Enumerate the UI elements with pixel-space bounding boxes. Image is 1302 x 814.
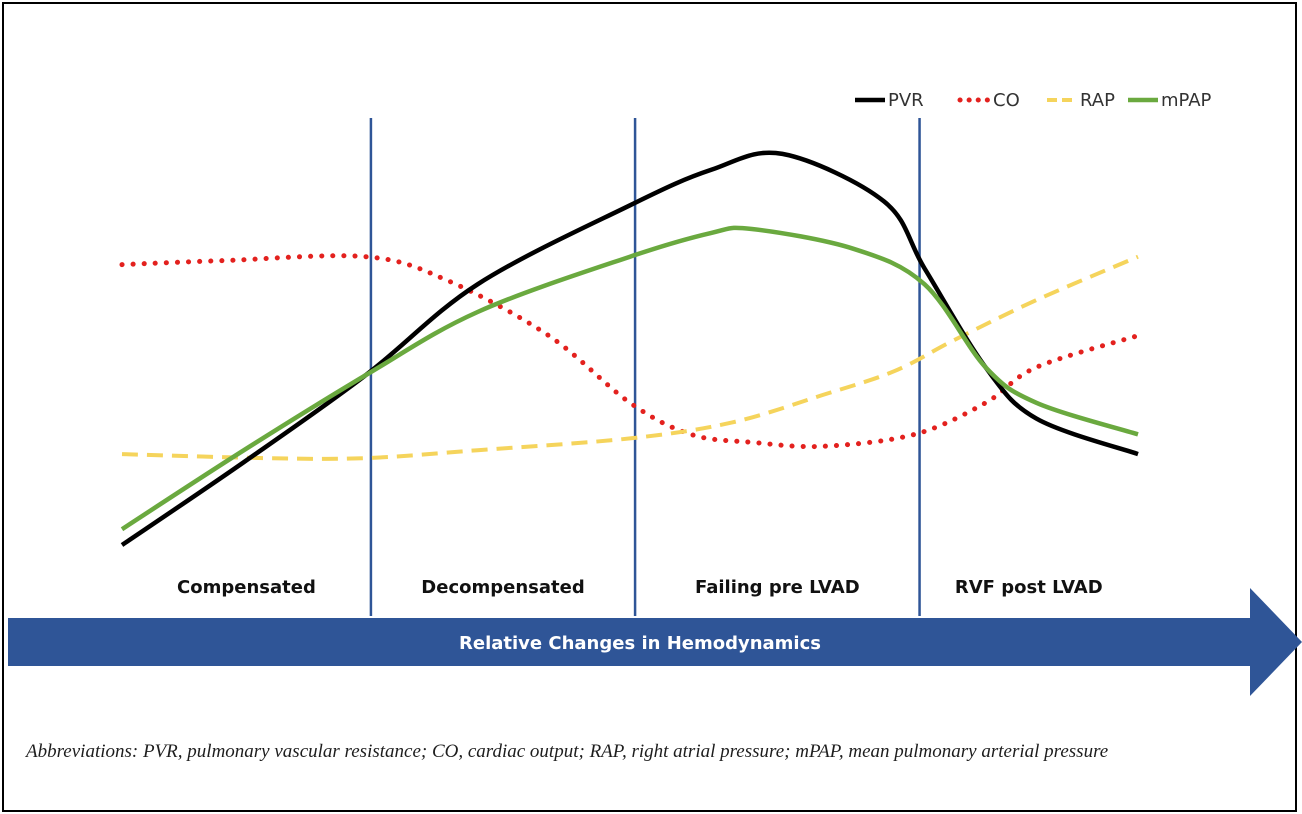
phase-labels: Compensated Decompensated Failing pre LVAD… bbox=[177, 577, 1103, 598]
legend-label-rap: RAP bbox=[1080, 90, 1115, 111]
chart-legend: PVR CO RAP mPAP bbox=[855, 90, 1212, 111]
x-axis-label: Relative Changes in Hemodynamics bbox=[459, 633, 821, 654]
phase-label-decompensated: Decompensated bbox=[421, 577, 584, 598]
series-line-mpap bbox=[120, 225, 1139, 532]
x-axis-arrow: Relative Changes in Hemodynamics bbox=[8, 588, 1302, 696]
figure-frame bbox=[2, 2, 1297, 720]
axis-arrow-shape bbox=[8, 588, 1302, 696]
phase-dividers bbox=[369, 118, 921, 616]
caption-box: Abbreviations: PVR, pulmonary vascular r… bbox=[2, 718, 1297, 812]
series-line-co bbox=[119, 253, 1141, 450]
phase-label-rvf-post-lvad: RVF post LVAD bbox=[955, 577, 1103, 598]
legend-label-pvr: PVR bbox=[888, 90, 924, 111]
phase-label-failing-pre-lvad: Failing pre LVAD bbox=[695, 577, 860, 598]
series-line-rap bbox=[121, 254, 1139, 461]
hemodynamics-chart: Compensated Decompensated Failing pre LVAD… bbox=[8, 90, 1302, 696]
phase-label-compensated: Compensated bbox=[177, 577, 316, 598]
caption-text: Abbreviations: PVR, pulmonary vascular r… bbox=[26, 741, 1109, 762]
series-layer bbox=[119, 150, 1141, 547]
legend-label-co: CO bbox=[993, 90, 1020, 111]
legend-label-mpap: mPAP bbox=[1161, 90, 1212, 111]
series-line-pvr bbox=[120, 150, 1139, 547]
